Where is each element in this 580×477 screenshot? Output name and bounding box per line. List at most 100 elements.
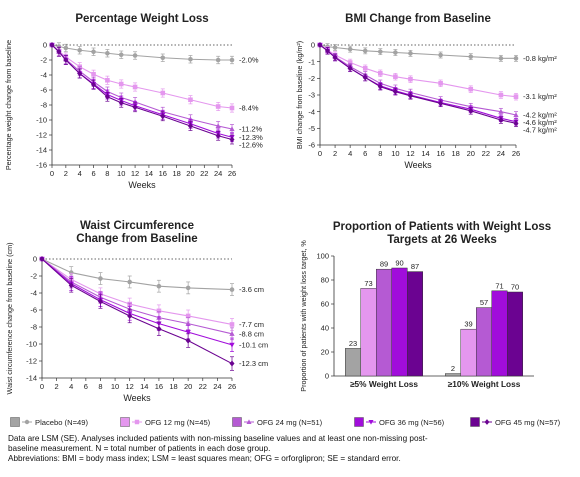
x-tick-label: 8 [98,382,102,391]
x-tick-label: 2 [55,382,59,391]
y-tick-label: -6 [40,86,47,95]
data-point-placebo [77,47,82,53]
end-value-label: -2.0% [239,56,259,65]
end-value-label: -10.1 cm [239,340,268,349]
bar-value-label: 90 [395,259,403,268]
data-point-ofg45 [513,120,519,127]
data-point-ofg45 [118,99,124,106]
data-point-ofg45 [332,54,338,61]
data-point-ofg45 [49,42,55,48]
data-point-ofg12 [468,86,474,92]
data-point-ofg24 [185,320,191,326]
y-tick-label: -16 [36,161,47,170]
data-point-ofg45 [317,42,323,48]
y-tick-label: -2 [40,56,47,65]
x-tick-label: 6 [84,382,88,391]
x-tick-label: 12 [126,382,134,391]
legend-label: OFG 24 mg (N=51) [257,417,323,427]
x-tick-label: 4 [78,169,82,178]
end-value-label: -7.7 cm [239,320,264,329]
y-tick-label: -6 [308,141,315,150]
y-tick-label: 20 [321,348,329,357]
y-tick-label: 0 [311,41,315,50]
y-tick-label: -6 [30,306,37,315]
bar-value-label: 89 [380,260,388,269]
y-tick-label: 80 [321,276,329,285]
chart-title: Percentage Weight Loss [75,13,208,25]
y-axis-label: Proportion of patients with weight loss … [299,240,308,392]
x-tick-label: 26 [228,382,236,391]
legend-swatch [10,417,32,427]
end-value-label: -4.7 kg/m² [523,126,557,135]
legend-label: OFG 45 mg (N=57) [495,417,561,427]
x-tick-label: 14 [140,382,148,391]
data-point-ofg45 [104,93,110,100]
y-tick-label: 40 [321,324,329,333]
data-point-placebo [393,50,398,55]
y-tick-label: -4 [308,107,315,116]
y-tick-label: -4 [40,71,47,80]
legend-swatch [232,417,254,427]
x-tick-label: 22 [199,382,207,391]
x-tick-label: 10 [391,149,399,158]
bar-ofg24 [376,268,392,377]
data-point-placebo [118,52,124,58]
x-tick-label: 8 [105,169,109,178]
data-point-ofg45 [377,83,383,90]
data-point-ofg24 [513,112,519,118]
end-value-label: -4.2 kg/m² [523,111,557,120]
data-point-ofg45 [347,65,353,72]
data-point-placebo [56,44,62,49]
bar-ofg12 [460,328,477,377]
y-tick-label: -2 [30,272,37,281]
bar-ofg36 [491,290,508,377]
data-point-placebo [229,287,235,292]
series-line-ofg24 [41,258,233,335]
x-tick-label: 22 [200,169,208,178]
y-tick-label: -14 [36,146,47,155]
x-tick-label: 18 [169,382,177,391]
x-tick-label: 16 [436,149,444,158]
data-point-ofg12 [438,81,443,86]
data-point-ofg45 [187,123,193,129]
series-line-ofg24 [51,44,233,130]
data-point-placebo [468,54,474,59]
x-tick-label: 8 [378,149,382,158]
y-axis-label: Percentage weight change from baseline [4,40,13,170]
data-point-ofg36 [229,342,235,348]
category-label: ≥5% Weight Loss [350,379,418,389]
legend-box [10,417,20,427]
y-tick-label: 0 [33,255,37,264]
end-value-label: -3.6 cm [239,285,264,294]
y-tick-label: -14 [26,374,37,383]
legend-item-ofg36: OFG 36 mg (N=56) [354,416,444,428]
legend-marker [368,420,374,425]
data-point-ofg45 [77,70,83,77]
x-tick-label: 24 [213,382,221,391]
series-line-placebo [51,44,232,61]
x-tick-label: 10 [117,169,125,178]
x-tick-label: 16 [155,382,163,391]
y-tick-label: 60 [321,300,329,309]
chart-title: Proportion of Patients with Weight Loss [333,221,551,233]
data-point-placebo [91,49,96,55]
data-point-placebo [347,46,353,52]
data-point-ofg12 [91,71,96,77]
end-value-label: -3.1 kg/m² [523,92,557,101]
data-point-ofg24 [229,126,235,132]
x-axis-label: Weeks [128,180,156,190]
y-tick-label: -8 [40,101,47,110]
bar-ofg45 [407,271,423,377]
x-tick-label: 2 [333,149,337,158]
end-value-label: -8.8 cm [239,329,264,338]
x-tick-label: 18 [452,149,460,158]
data-point-ofg12 [393,74,398,79]
x-tick-label: 4 [348,149,352,158]
y-tick-label: -4 [30,289,37,298]
data-point-ofg12 [513,94,519,99]
data-point-ofg45 [392,88,398,95]
footnote-line-2: baseline measurement. N = total number o… [8,444,271,453]
category-label: ≥10% Weight Loss [448,379,521,389]
